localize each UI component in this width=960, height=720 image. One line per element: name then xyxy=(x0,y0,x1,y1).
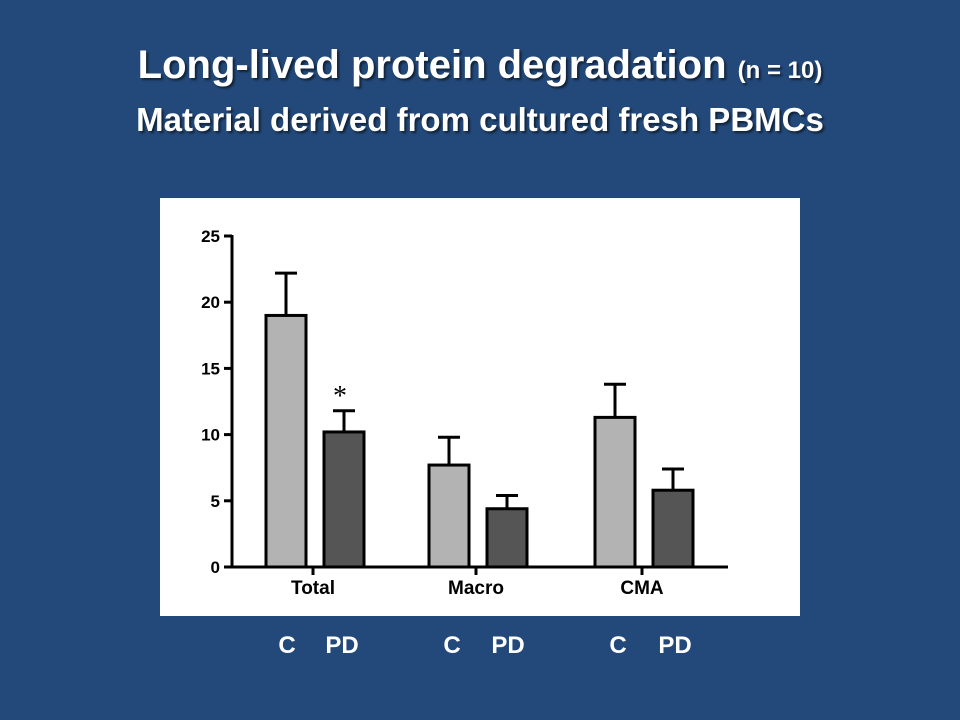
bar-macro-s0 xyxy=(427,463,471,569)
title-sample-size: (n = 10) xyxy=(737,57,823,84)
y-tick-label: 25 xyxy=(201,227,220,246)
group-label-c-macro: C xyxy=(443,632,461,659)
title-subtitle: Material derived from cultured fresh PBM… xyxy=(136,101,824,138)
x-category-label: Macro xyxy=(448,578,504,599)
x-category-label: Total xyxy=(291,578,335,599)
title-main: Long-lived protein degradation xyxy=(137,43,727,87)
y-tick-label: 5 xyxy=(211,492,220,511)
slide-title: Long-lived protein degradation (n = 10) … xyxy=(0,40,960,142)
bar-chart: 0 5 10 15 20 25 Total Macro CMA * xyxy=(201,227,728,599)
group-label-pd-total: PD xyxy=(325,632,359,659)
group-label-pd-macro: PD xyxy=(491,632,525,659)
bar-total-s0 xyxy=(264,313,308,569)
title-line-1: Long-lived protein degradation (n = 10) xyxy=(0,40,960,96)
y-tick-label: 10 xyxy=(201,426,220,445)
bar-macro-s1 xyxy=(485,507,529,569)
group-label-c-cma: C xyxy=(609,632,627,659)
group-labels: C PD C PD C PD xyxy=(0,632,960,672)
bar-cma-s1 xyxy=(651,488,695,569)
y-tick-label: 15 xyxy=(201,359,220,378)
bar-cma-s0 xyxy=(593,415,637,569)
y-tick-label: 20 xyxy=(201,293,220,312)
significance-marker: * xyxy=(333,381,347,412)
y-tick-label: 0 xyxy=(211,558,220,577)
group-label-c-total: C xyxy=(278,632,296,659)
chart-panel: 0 5 10 15 20 25 Total Macro CMA * xyxy=(160,198,800,616)
bar-total-s1 xyxy=(322,430,366,569)
x-category-label: CMA xyxy=(620,578,664,599)
group-label-pd-cma: PD xyxy=(658,632,692,659)
